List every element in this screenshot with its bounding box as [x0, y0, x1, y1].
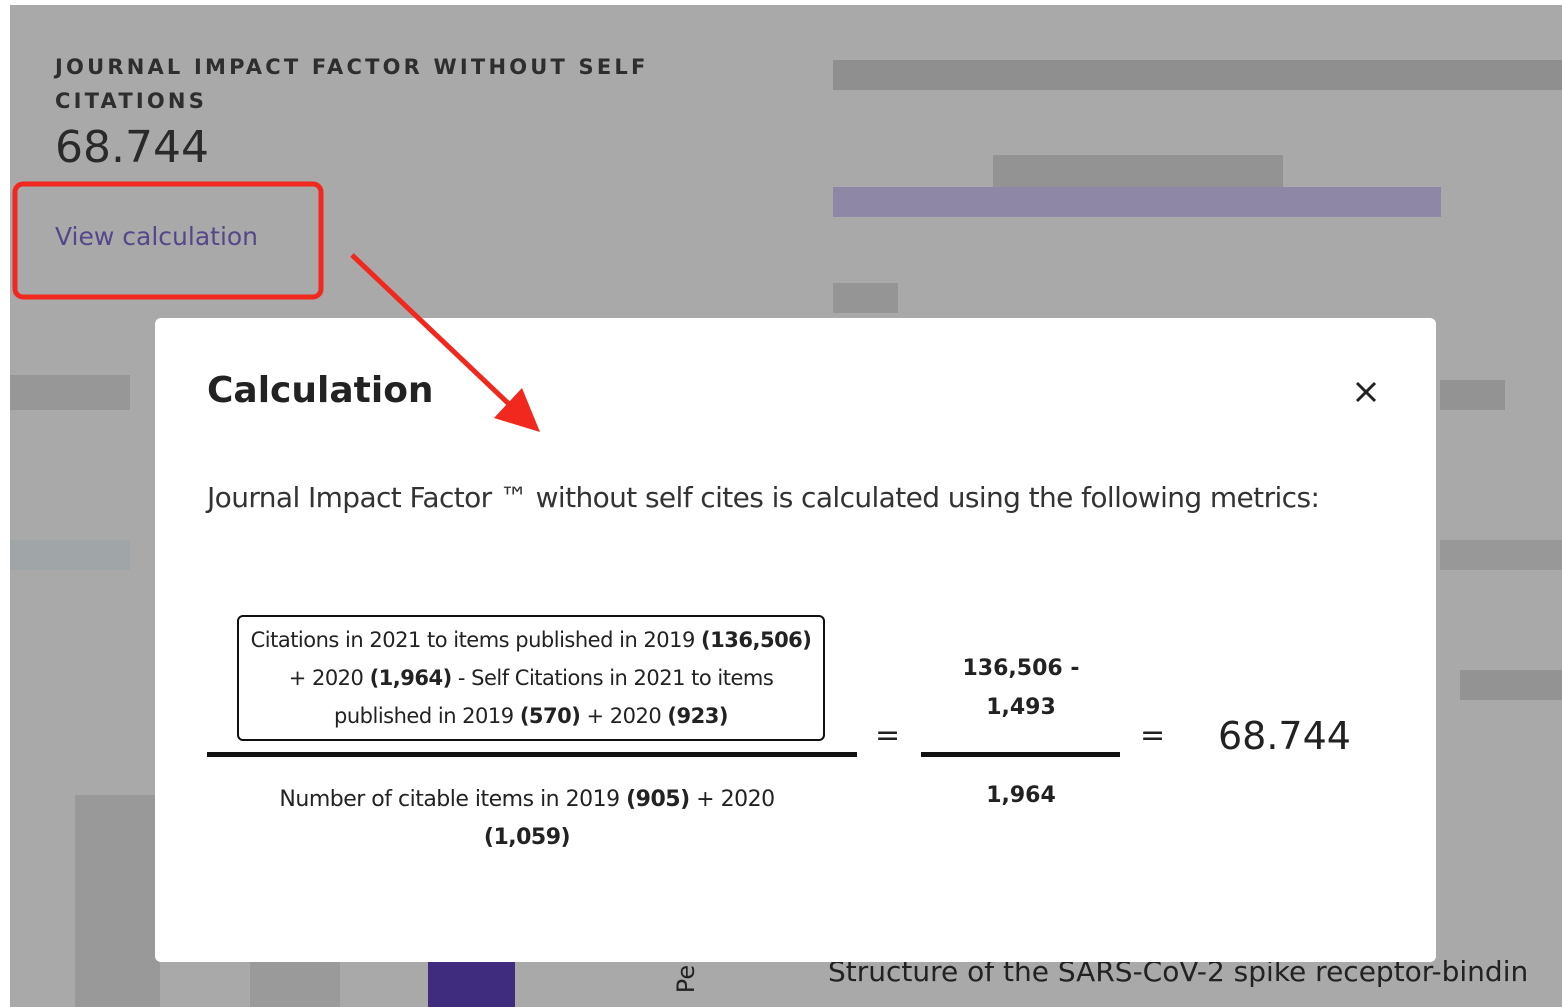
blurred-bar	[833, 187, 1441, 217]
result-value: 68.744	[1218, 714, 1351, 758]
equals-sign: =	[875, 718, 901, 753]
formula-text: + 2020	[288, 666, 370, 690]
simplified-numerator-line: 1,493	[986, 695, 1056, 720]
formula-text: (923)	[667, 704, 728, 728]
denominator: Number of citable items in 2019 (905) + …	[237, 781, 817, 857]
simplified-numerator-line: 136,506 -	[962, 656, 1080, 681]
blurred-block	[10, 375, 130, 410]
blurred-block	[75, 795, 160, 1007]
blurred-block	[1440, 540, 1562, 570]
fraction-line	[207, 752, 857, 757]
blurred-block	[993, 155, 1283, 187]
formula-text: (1,059)	[483, 825, 571, 850]
close-button[interactable]	[1353, 379, 1379, 405]
simplified-denominator: 1,964	[986, 783, 1056, 808]
formula-text: - Self Citations in 2021 to items publis…	[334, 666, 774, 728]
equals-sign: =	[1140, 718, 1166, 753]
modal-title: Calculation	[207, 370, 434, 411]
metric-label: JOURNAL IMPACT FACTOR WITHOUT SELF CITAT…	[55, 55, 649, 113]
blurred-block	[833, 60, 1562, 90]
formula-text: (1,964)	[369, 666, 453, 690]
numerator-box: Citations in 2021 to items published in …	[237, 615, 825, 741]
highlight-box	[12, 181, 324, 300]
formula-text: (136,506)	[701, 628, 812, 652]
formula-text: + 2020	[580, 704, 668, 728]
formula-text: Citations in 2021 to items published in …	[250, 628, 702, 652]
formula-text: (905)	[626, 787, 690, 812]
blurred-block	[1440, 380, 1505, 410]
blurred-block	[10, 540, 130, 570]
blurred-block	[1460, 670, 1562, 700]
metric-value: 68.744	[55, 122, 209, 173]
view-calculation-link[interactable]: View calculation	[55, 222, 259, 251]
formula-text: (570)	[519, 704, 581, 728]
fraction-line	[921, 752, 1120, 757]
modal-intro: Journal Impact Factor ™ without self cit…	[207, 481, 1320, 514]
close-icon	[1355, 381, 1377, 403]
blurred-block	[833, 283, 898, 313]
formula-text: + 2020	[689, 787, 775, 812]
calculation-modal: Calculation Journal Impact Factor ™ with…	[155, 318, 1436, 962]
formula-text: Number of citable items in 2019	[279, 787, 627, 812]
